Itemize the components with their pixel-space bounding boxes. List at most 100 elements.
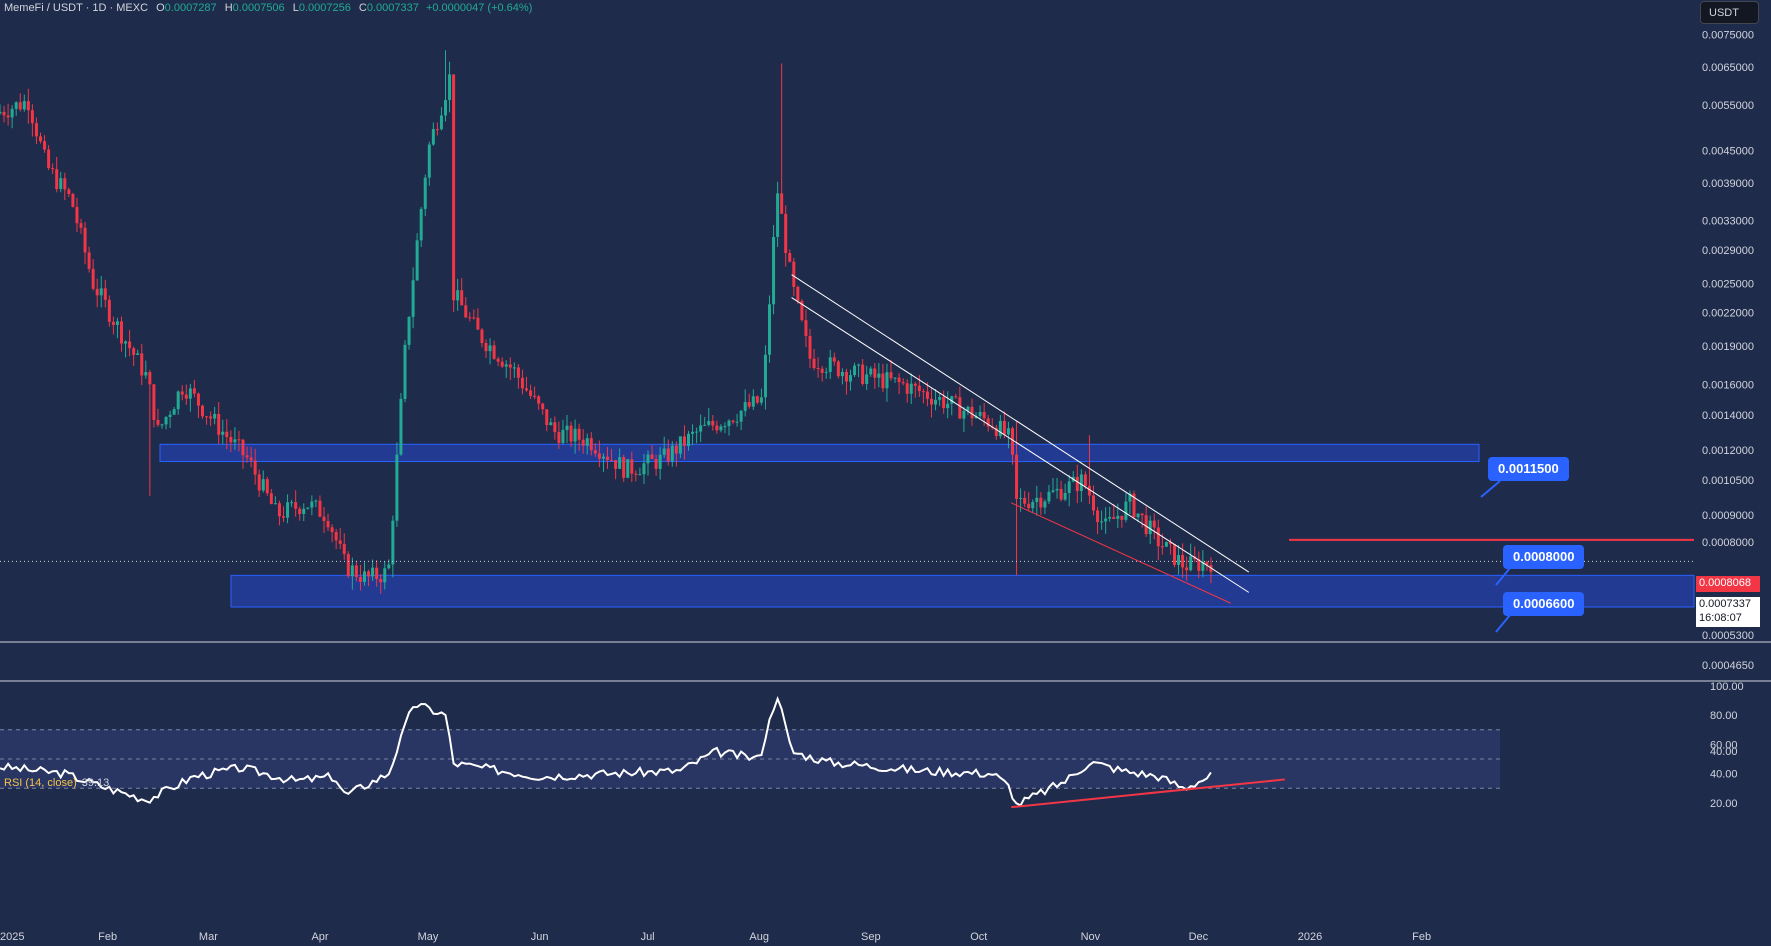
candle-body bbox=[10, 108, 14, 118]
candle-body bbox=[184, 394, 188, 399]
candle-body bbox=[723, 426, 727, 428]
candle-body bbox=[1144, 515, 1148, 535]
candle-body bbox=[342, 543, 346, 555]
candle-body bbox=[391, 520, 395, 565]
callout-0011500[interactable]: 0.0011500 bbox=[1488, 457, 1569, 481]
candle-body bbox=[666, 448, 670, 462]
price-tick-label: 0.0019000 bbox=[1702, 341, 1754, 353]
candle-body bbox=[751, 396, 755, 407]
candle-body bbox=[537, 396, 541, 404]
candle-body bbox=[249, 457, 253, 461]
candle-body bbox=[569, 425, 573, 442]
candle-body bbox=[30, 110, 34, 124]
trendline-2 bbox=[791, 297, 1250, 593]
candle-body bbox=[873, 368, 877, 378]
candle-body bbox=[601, 456, 605, 459]
callout-0006600[interactable]: 0.0006600 bbox=[1503, 592, 1585, 616]
candle-body bbox=[79, 223, 83, 228]
candle-body bbox=[294, 502, 298, 509]
callout-0008000[interactable]: 0.0008000 bbox=[1503, 545, 1585, 569]
candle-body bbox=[529, 390, 533, 396]
candle-body bbox=[269, 493, 273, 505]
candle-body bbox=[379, 579, 383, 583]
candle-body bbox=[581, 439, 585, 446]
price-tick-label: 0.0005300 bbox=[1702, 630, 1754, 642]
current-price-tag: 0.0007337 16:08:07 bbox=[1696, 597, 1760, 627]
symbol-label: MemeFi / USDT · 1D · MEXC bbox=[4, 2, 149, 14]
candle-body bbox=[909, 383, 913, 394]
candle-body bbox=[468, 317, 472, 319]
candle-body bbox=[816, 368, 820, 370]
candle-body bbox=[334, 532, 338, 541]
price-tick-label: 0.0033000 bbox=[1702, 216, 1754, 228]
candle-body bbox=[196, 393, 200, 406]
candle-body bbox=[934, 399, 938, 405]
candle-body bbox=[63, 178, 67, 190]
candle-body bbox=[403, 344, 407, 399]
candle-body bbox=[1181, 555, 1185, 568]
candle-body bbox=[221, 431, 225, 435]
candle-body bbox=[1173, 544, 1176, 565]
candle-body bbox=[877, 373, 881, 378]
candle-body bbox=[448, 74, 452, 101]
candle-body bbox=[585, 438, 589, 446]
high-value: 0.0007506 bbox=[232, 2, 285, 14]
candle-body bbox=[59, 178, 63, 189]
candle-body bbox=[318, 500, 322, 517]
candle-body bbox=[456, 290, 460, 301]
rsi-tick-label: 40.00 bbox=[1710, 769, 1738, 781]
candle-body bbox=[192, 388, 196, 394]
candle-body bbox=[103, 288, 107, 300]
low-label: L bbox=[292, 2, 299, 14]
candle-body bbox=[91, 268, 95, 289]
candle-body bbox=[358, 577, 362, 582]
candle-body bbox=[1177, 555, 1181, 565]
candle-body bbox=[1148, 520, 1152, 535]
candle-body bbox=[124, 341, 128, 344]
rsi-label: RSI (14, close) bbox=[4, 777, 77, 789]
candle-body bbox=[34, 123, 38, 137]
candle-body bbox=[26, 101, 30, 111]
candle-body bbox=[168, 414, 172, 417]
candle-body bbox=[39, 136, 42, 142]
candle-body bbox=[504, 364, 508, 367]
candle-body bbox=[326, 521, 330, 528]
candle-body bbox=[18, 102, 22, 110]
candle-body bbox=[614, 460, 618, 469]
candle-body bbox=[140, 353, 144, 376]
time-axis-label: Apr bbox=[311, 931, 328, 943]
currency-button[interactable]: USDT bbox=[1700, 1, 1759, 24]
candle-body bbox=[128, 341, 132, 349]
candle-body bbox=[893, 377, 897, 379]
open-value: 0.0007287 bbox=[164, 2, 217, 14]
candle-body bbox=[213, 413, 217, 419]
callout-pointer bbox=[1495, 567, 1511, 586]
candle-body bbox=[703, 424, 707, 426]
open-label: O bbox=[156, 2, 165, 14]
candle-body bbox=[735, 421, 739, 423]
candle-body bbox=[921, 391, 925, 393]
candle-body bbox=[484, 343, 488, 352]
candle-body bbox=[298, 508, 302, 514]
candle-body bbox=[958, 397, 962, 419]
candle-body bbox=[277, 503, 281, 517]
candle-body bbox=[87, 252, 91, 269]
candle-body bbox=[1055, 488, 1059, 491]
price-tick-label: 0.0029000 bbox=[1702, 245, 1754, 257]
candle-body bbox=[1164, 541, 1168, 547]
candle-body bbox=[800, 301, 804, 321]
time-axis-label: Sep bbox=[861, 931, 881, 943]
candle-body bbox=[237, 439, 241, 441]
candle-body bbox=[415, 240, 419, 281]
candle-body bbox=[282, 516, 285, 518]
candle-body bbox=[719, 426, 723, 431]
candle-body bbox=[107, 299, 111, 322]
candle-body bbox=[950, 396, 954, 404]
candle-body bbox=[966, 406, 970, 411]
price-tick-label: 0.0004650 bbox=[1702, 660, 1754, 672]
candle-body bbox=[589, 438, 593, 451]
price-tick-label: 0.0010500 bbox=[1702, 475, 1754, 487]
time-axis-label: Dec bbox=[1189, 931, 1209, 943]
chart-legend: MemeFi / USDT · 1D · MEXC O0.0007287 H0.… bbox=[4, 2, 532, 14]
